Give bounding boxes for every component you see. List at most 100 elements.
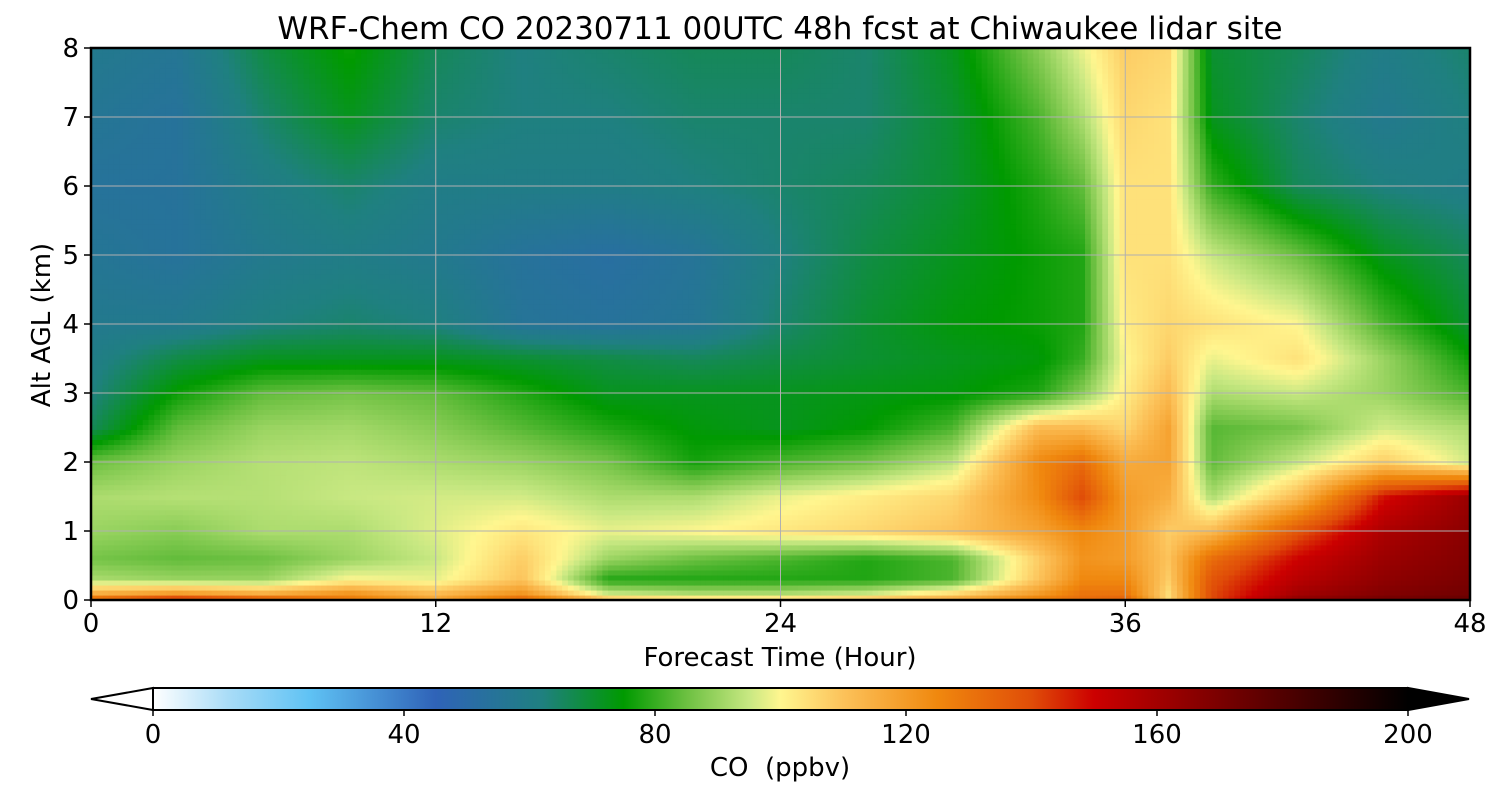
heatmap-cell: [1159, 589, 1167, 596]
heatmap-cell: [682, 494, 690, 501]
heatmap-cell: [843, 529, 851, 536]
heatmap-cell: [1136, 579, 1144, 586]
heatmap-cell: [1349, 549, 1356, 556]
heatmap-cell: [665, 519, 672, 526]
heatmap-cell: [1447, 549, 1454, 556]
heatmap-cell: [1010, 504, 1017, 511]
heatmap-cell: [550, 504, 558, 511]
heatmap-cell: [1217, 579, 1224, 586]
heatmap-cell: [1033, 594, 1040, 600]
heatmap-cell: [165, 524, 173, 531]
heatmap-cell: [1176, 544, 1184, 551]
heatmap-cell: [539, 514, 546, 521]
heatmap-cell: [1378, 554, 1385, 561]
heatmap-cell: [1016, 579, 1023, 586]
heatmap-cell: [280, 559, 287, 566]
heatmap-cell: [791, 574, 799, 581]
heatmap-cell: [349, 524, 356, 531]
heatmap-cell: [303, 569, 310, 576]
heatmap-cell: [1188, 544, 1195, 551]
heatmap-cell: [1211, 544, 1218, 551]
heatmap-cell: [544, 549, 552, 556]
heatmap-cell: [280, 524, 287, 531]
heatmap-cell: [355, 499, 362, 506]
heatmap-cell: [1016, 514, 1023, 521]
heatmap-cell: [171, 519, 178, 526]
heatmap-cell: [136, 594, 144, 600]
heatmap-cell: [895, 589, 902, 596]
heatmap-cell: [677, 579, 684, 586]
heatmap-cell: [1211, 569, 1218, 576]
heatmap-cell: [573, 519, 580, 526]
heatmap-cell: [1343, 579, 1350, 586]
heatmap-cell: [832, 494, 839, 501]
heatmap-cell: [763, 524, 770, 531]
heatmap-cell: [579, 539, 586, 546]
heatmap-cell: [435, 554, 443, 561]
heatmap-cell: [326, 534, 333, 541]
heatmap-cell: [430, 509, 437, 516]
heatmap-cell: [188, 554, 196, 561]
heatmap-cell: [642, 579, 649, 586]
heatmap-cell: [837, 549, 845, 556]
heatmap-cell: [452, 569, 460, 576]
heatmap-cell: [987, 554, 994, 561]
heatmap-cell: [1062, 499, 1069, 506]
heatmap-cell: [803, 494, 810, 501]
heatmap-cell: [970, 529, 977, 536]
heatmap-cell: [136, 574, 144, 581]
heatmap-cell: [435, 524, 443, 531]
heatmap-cell: [119, 499, 127, 506]
heatmap-cell: [763, 534, 770, 541]
heatmap-cell: [751, 494, 759, 501]
heatmap-cell: [424, 499, 431, 506]
heatmap-cell: [1372, 574, 1379, 581]
heatmap-cell: [361, 579, 368, 586]
heatmap-cell: [142, 574, 150, 581]
heatmap-cell: [723, 494, 730, 501]
heatmap-cell: [1429, 579, 1437, 586]
heatmap-cell: [682, 594, 690, 600]
heatmap-cell: [407, 559, 414, 566]
heatmap-cell: [832, 544, 839, 551]
heatmap-cell: [131, 569, 138, 576]
heatmap-cell: [1222, 534, 1230, 541]
heatmap-cell: [521, 589, 529, 596]
heatmap-cell: [866, 594, 874, 600]
heatmap-cell: [1211, 559, 1218, 566]
heatmap-cell: [1067, 544, 1075, 551]
heatmap-cell: [269, 519, 276, 526]
heatmap-cell: [711, 524, 718, 531]
heatmap-cell: [556, 534, 563, 541]
heatmap-cell: [1314, 509, 1322, 516]
heatmap-cell: [424, 514, 431, 521]
heatmap-cell: [1401, 519, 1408, 526]
heatmap-cell: [1165, 539, 1172, 546]
heatmap-cell: [723, 549, 730, 556]
heatmap-cell: [1343, 559, 1350, 566]
heatmap-cell: [791, 499, 799, 506]
heatmap-cell: [1297, 574, 1304, 581]
heatmap-cell: [1280, 569, 1287, 576]
heatmap-cell: [378, 559, 385, 566]
heatmap-cell: [338, 579, 345, 586]
heatmap-cell: [1130, 539, 1138, 546]
heatmap-cell: [240, 499, 247, 506]
heatmap-cell: [1073, 494, 1080, 501]
heatmap-cell: [315, 539, 322, 546]
heatmap-cell: [1378, 524, 1385, 531]
heatmap-cell: [1027, 494, 1034, 501]
heatmap-cell: [389, 524, 397, 531]
heatmap-cell: [119, 534, 127, 541]
heatmap-cell: [665, 554, 672, 561]
heatmap-cell: [590, 539, 598, 546]
heatmap-cell: [1033, 554, 1040, 561]
heatmap-cell: [803, 574, 810, 581]
heatmap-cell: [711, 579, 718, 586]
heatmap-cell: [1033, 519, 1040, 526]
heatmap-cell: [1245, 539, 1253, 546]
heatmap-cell: [677, 529, 684, 536]
heatmap-cell: [372, 549, 379, 556]
heatmap-cell: [958, 509, 965, 516]
heatmap-cell: [780, 569, 787, 576]
